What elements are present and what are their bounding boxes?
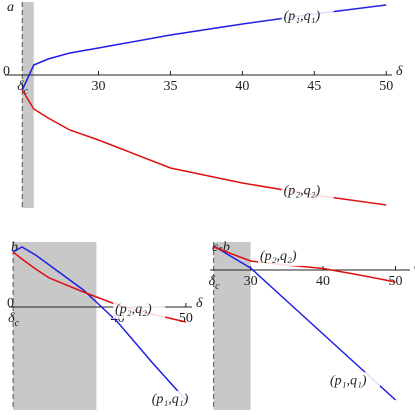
critical-subscript: c — [24, 86, 29, 97]
y-tick-label: 0 — [7, 296, 14, 311]
critical-label: δc — [17, 79, 29, 97]
shaded-region — [22, 2, 34, 208]
curve-label: (p₁,q₁) — [284, 9, 321, 24]
curve-label: (p₁,q₁) — [330, 373, 367, 388]
label-bg — [281, 182, 334, 201]
critical-symbol: δ — [8, 311, 15, 326]
x-tick-label: 50 — [379, 79, 393, 94]
critical-label: δc — [8, 311, 20, 329]
x-axis-label: δ — [196, 296, 203, 311]
shaded-region — [213, 242, 251, 410]
critical-subscript: c — [15, 318, 20, 329]
panel-title: a — [7, 0, 14, 15]
label-bg — [328, 372, 380, 391]
curve-label: (p₁,q₁) — [152, 392, 189, 407]
panel-title: b — [11, 240, 18, 255]
curve-label: (p₂,q₂) — [260, 249, 297, 264]
x-tick-label: 40 — [316, 274, 330, 289]
label-bg — [113, 300, 166, 319]
x-tick-label: 50 — [179, 311, 193, 326]
x-tick-label: 40 — [235, 79, 249, 94]
x-tick-label: 30 — [92, 79, 106, 94]
critical-label: δc — [209, 274, 221, 292]
x-tick-label: 30 — [244, 274, 258, 289]
x-axis-label: δ — [396, 64, 403, 79]
curve-label: (p₂,q₂) — [115, 302, 152, 317]
y-tick-label: 0 — [3, 64, 10, 79]
critical-symbol: δ — [209, 274, 216, 289]
label-bg — [149, 390, 202, 409]
x-tick-label: 35 — [163, 79, 177, 94]
critical-symbol: δ — [17, 79, 24, 94]
label-bg — [281, 7, 334, 26]
label-bg — [258, 248, 310, 266]
curve — [12, 246, 187, 401]
shaded-region — [13, 242, 97, 410]
curve-label: (p₂,q₂) — [284, 184, 321, 199]
curve — [213, 246, 396, 283]
critical-subscript: c — [215, 281, 220, 292]
x-tick-label: 45 — [307, 79, 321, 94]
